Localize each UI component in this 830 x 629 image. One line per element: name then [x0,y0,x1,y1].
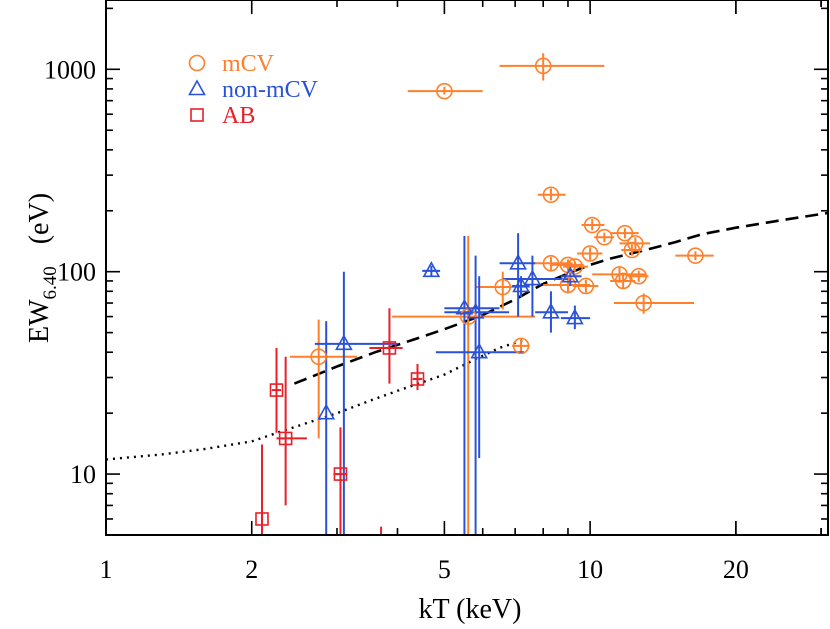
legend-label: mCV [222,51,275,77]
mCV-point-22 [459,308,477,325]
AB-point-1 [278,431,293,446]
mCV-point-18 [494,278,512,296]
non-mCV-errorbar-0 [422,265,441,277]
model-curves [105,211,829,461]
legend-marker-AB [190,108,204,122]
mCV-point-17 [559,276,577,294]
x-axis-label: kT (keV) [419,594,522,625]
non-mCV-point-10 [335,334,353,351]
mCV-point-0 [534,57,552,75]
AB-point-5 [255,512,269,526]
data-markers [255,57,704,526]
model-curve-dotted [105,338,525,461]
non-mCV-point-5 [542,302,560,319]
AB-errorbar-2 [369,308,403,384]
mCV-errorbar-0 [499,53,605,81]
non-mCV-point-7 [455,298,474,315]
y-tick-label: 1000 [44,55,96,84]
AB-point-2 [382,341,397,355]
x-tick-label: 10 [577,555,603,584]
non-mCV-point-6 [566,308,584,325]
mCV-point-20 [512,337,530,355]
legend-item-non-mCV: non-mCV [188,77,319,103]
non-mCV-errorbar-8 [444,255,510,535]
legend-marker-mCV [188,54,206,72]
mCV-point-5 [616,224,634,242]
x-tick-label: 1 [100,555,113,584]
non-mCV-point-4 [561,266,580,283]
mCV-point-16 [577,277,595,295]
mCV-point-9 [687,247,704,264]
mCV-point-21 [310,348,327,366]
mCV-point-10 [542,255,560,272]
y-tick-label: 10 [70,460,96,489]
y-axis-label-sub: 6.40 [40,266,61,299]
AB-point-0 [269,383,284,397]
y-tick-label: 100 [57,258,96,287]
mCV-errorbar-1 [407,86,483,95]
non-mCV-point-3 [512,276,530,293]
non-mCV-point-0 [422,261,441,278]
mCV-point-1 [436,82,453,100]
mCV-errorbar-9 [675,251,714,261]
non-mCV-point-8 [466,302,485,319]
mCV-point-14 [630,267,648,285]
mCV-point-4 [596,228,613,246]
mCV-point-7 [623,241,641,259]
y-axis-label-unit: (eV) [24,193,55,244]
non-mCV-errorbar-10 [314,271,398,535]
axes: 1 2 5 10 20 10 100 1000 [44,0,829,584]
AB-errorbar-4 [333,427,348,535]
AB-point-3 [410,372,425,386]
non-mCV-errorbar-7 [444,236,500,535]
mCV-errorbar-2 [537,188,566,201]
y-axis-label-main: EW [24,299,55,343]
y-axis-label: EW6.40 (eV) [24,193,61,343]
non-mCV-point-11 [317,403,336,420]
non-mCV-point-1 [509,253,527,270]
AB-errorbar-0 [271,347,282,433]
mCV-point-11 [566,258,584,275]
model-curve-dashed [293,211,829,385]
mCV-errorbar-8 [577,247,603,261]
non-mCV-errorbar-2 [502,255,568,317]
non-mCV-errorbar-1 [499,233,536,317]
non-mCV-errorbar-6 [560,305,591,330]
legend-marker-non-mCV [188,79,206,96]
mCV-point-3 [583,216,601,234]
AB-point-4 [333,467,348,481]
mCV-point-19 [635,294,652,312]
legend-item-mCV: mCV [188,51,275,77]
legend-label: AB [222,103,255,129]
non-mCV-errorbar-5 [535,291,568,333]
mCV-errorbar-20 [512,339,530,353]
x-tick-label: 2 [245,555,258,584]
non-mCV-point-2 [523,269,542,286]
mCV-errorbar-10 [532,257,573,270]
non-mCV-point-9 [470,342,489,359]
non-mCV-errorbar-3 [512,276,530,297]
mCV-errorbar-21 [290,319,358,439]
mCV-errorbar-17 [543,278,591,293]
mCV-errorbar-19 [613,293,695,314]
legend-label: non-mCV [222,77,319,103]
plot-frame [105,0,829,536]
mCV-point-15 [614,272,632,290]
mCV-errorbar-5 [610,228,639,239]
x-tick-label: 5 [438,555,451,584]
mCV-point-8 [581,245,599,262]
AB-errorbar-3 [412,363,423,391]
x-tick-label: 20 [723,555,749,584]
mCV-point-2 [542,186,560,204]
error-bars [260,53,714,535]
legend-item-AB: AB [190,103,255,129]
non-mCV-errorbar-9 [435,276,524,459]
non-mCV-errorbar-4 [560,267,582,286]
